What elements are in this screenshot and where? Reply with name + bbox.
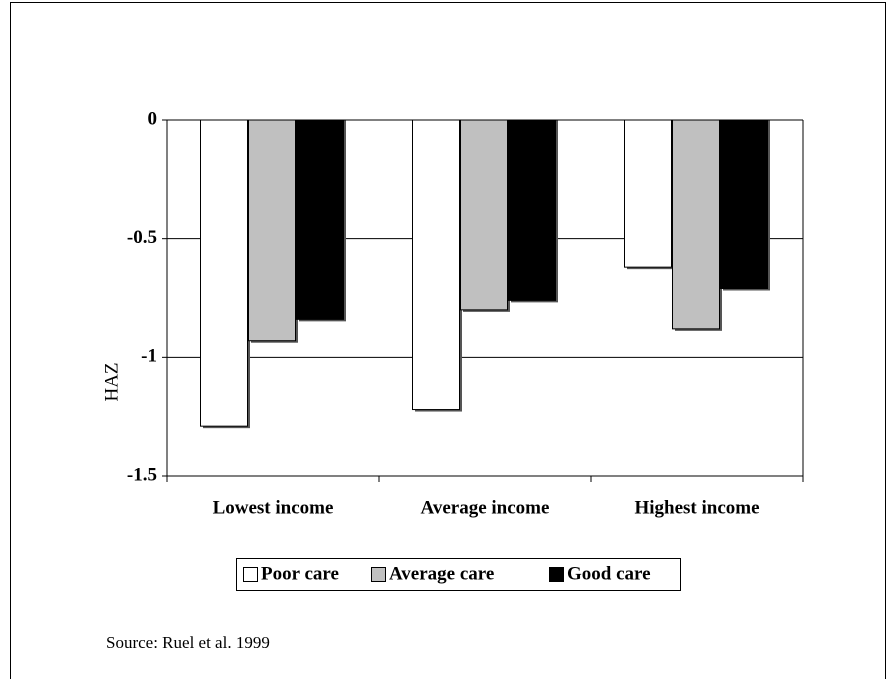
legend-swatch — [549, 567, 564, 582]
x-tick-label: Lowest income — [213, 497, 334, 518]
y-tick-label: -1.5 — [127, 464, 157, 485]
legend-label: Average care — [389, 563, 494, 584]
bar — [412, 119, 460, 411]
legend-swatch — [243, 567, 258, 582]
bar — [296, 119, 344, 320]
source: Source: Ruel et al. 1999 — [106, 633, 270, 652]
y-axis-label: HAZ — [101, 362, 122, 401]
legend-label: Good care — [567, 563, 651, 584]
y-tick-label: -0.5 — [127, 227, 157, 248]
legend-swatch — [371, 567, 386, 582]
x-tick-label: Highest income — [634, 497, 759, 518]
bar — [248, 119, 296, 342]
bar — [624, 119, 672, 268]
bar — [508, 119, 556, 301]
bar — [200, 119, 248, 427]
y-tick-label: 0 — [148, 108, 158, 129]
y-tick-label: -1 — [141, 346, 157, 367]
frame — [10, 2, 886, 679]
bar — [672, 119, 720, 330]
bar — [460, 119, 508, 311]
legend-label: Poor care — [261, 563, 339, 584]
bar — [720, 119, 768, 290]
x-tick-label: Average income — [421, 497, 550, 518]
legend-box — [236, 558, 681, 591]
